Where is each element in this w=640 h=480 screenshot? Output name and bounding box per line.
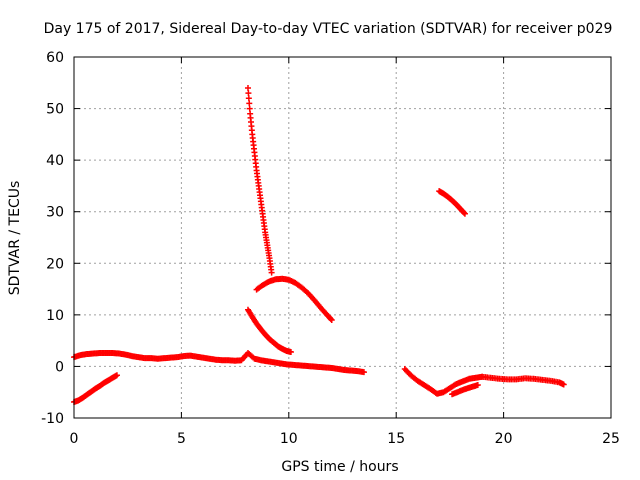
y-axis-ticks: -10 0 10 20 30 40 50 60 — [41, 50, 611, 427]
x-tick-label: 25 — [602, 431, 620, 447]
chart-title: Day 175 of 2017, Sidereal Day-to-day VTE… — [44, 21, 613, 37]
data-point — [246, 105, 253, 112]
data-point — [245, 95, 252, 102]
data-point — [461, 210, 468, 217]
x-tick-label: 0 — [70, 431, 79, 447]
y-tick-label: 30 — [46, 205, 64, 221]
x-tick-label: 5 — [177, 431, 186, 447]
y-tick-label: 0 — [55, 359, 64, 375]
series-2 — [244, 84, 275, 276]
y-tick-label: 50 — [46, 102, 64, 118]
data-point — [287, 348, 294, 355]
data-point — [474, 381, 481, 388]
series-5 — [401, 366, 486, 397]
data-point — [327, 316, 334, 323]
x-tick-label: 20 — [495, 431, 513, 447]
y-tick-label: 60 — [46, 50, 64, 66]
y-tick-label: 40 — [46, 153, 64, 169]
series-8 — [436, 188, 468, 217]
data-point — [360, 369, 367, 376]
series-1 — [71, 372, 120, 406]
series-0 — [71, 350, 367, 376]
x-tick-label: 15 — [387, 431, 405, 447]
data-points — [71, 84, 567, 406]
data-point — [560, 381, 567, 388]
series-7 — [479, 373, 567, 388]
y-tick-label: -10 — [41, 411, 64, 427]
data-point — [245, 90, 252, 97]
data-point — [328, 317, 335, 324]
y-axis-label: SDTVAR / TECUs — [7, 181, 23, 296]
x-axis-label: GPS time / hours — [281, 459, 398, 475]
plot-frame — [73, 56, 612, 419]
data-point — [246, 100, 253, 107]
y-tick-label: 10 — [46, 308, 64, 324]
data-point — [268, 269, 275, 276]
series-6 — [449, 381, 481, 398]
series-3 — [253, 275, 335, 324]
data-point — [113, 372, 120, 379]
x-axis-ticks: 0 5 10 15 20 25 — [70, 57, 620, 447]
x-tick-label: 10 — [280, 431, 298, 447]
series-4 — [244, 306, 294, 355]
data-point — [461, 209, 468, 216]
y-tick-label: 20 — [46, 256, 64, 272]
data-point — [244, 84, 251, 91]
